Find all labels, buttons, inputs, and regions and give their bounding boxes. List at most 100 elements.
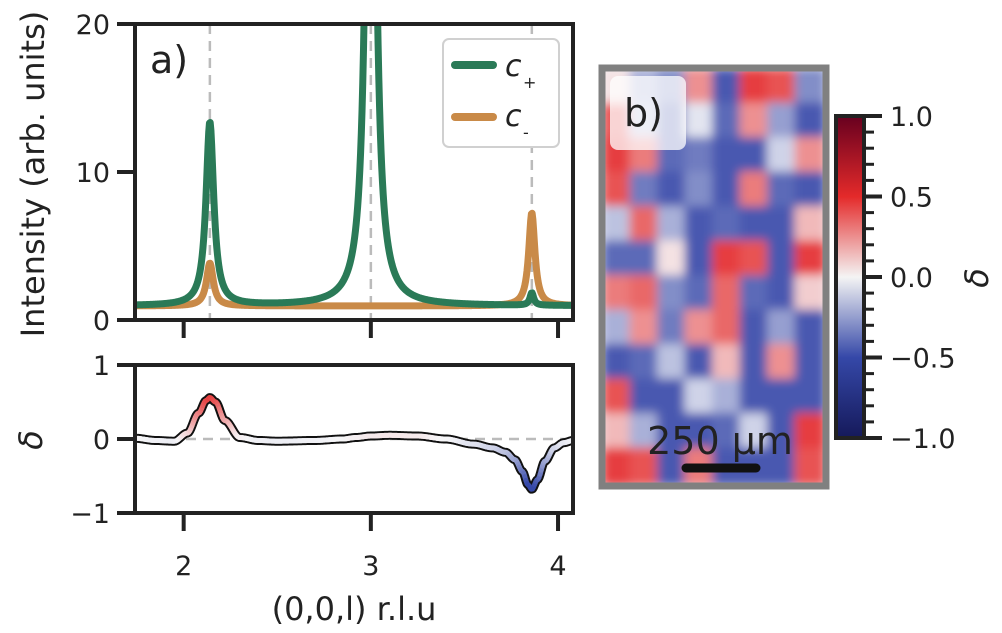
map-cell bbox=[684, 240, 716, 279]
map-cell bbox=[629, 447, 661, 484]
map-cell bbox=[767, 206, 799, 245]
map-cell bbox=[629, 344, 661, 383]
map-cell bbox=[767, 413, 799, 452]
map-cell bbox=[629, 275, 661, 314]
map-cell bbox=[712, 137, 744, 176]
intensity-series-group bbox=[135, 24, 573, 310]
legend-label-c-minus: c bbox=[505, 99, 522, 134]
colorbar-tick-label: 0.0 bbox=[890, 263, 933, 294]
map-cell bbox=[684, 171, 716, 210]
map-cell bbox=[794, 102, 824, 141]
map-cell bbox=[604, 309, 634, 348]
intensity-ytick-label: 20 bbox=[76, 10, 110, 41]
map-cell bbox=[712, 171, 744, 210]
map-cell bbox=[767, 240, 799, 279]
scale-bar-label: 250 μm bbox=[647, 419, 793, 463]
map-cell bbox=[712, 413, 744, 452]
map-cell bbox=[684, 344, 716, 383]
map-cell bbox=[657, 171, 689, 210]
map-cell bbox=[684, 137, 716, 176]
map-cell bbox=[794, 344, 824, 383]
map-cell bbox=[767, 447, 799, 484]
delta-ticks: −1 0 1 2 3 4 bbox=[70, 351, 566, 582]
map-cell bbox=[684, 206, 716, 245]
delta-ytick-label: −1 bbox=[70, 499, 110, 530]
panel-a-label: a) bbox=[150, 38, 188, 82]
delta-xtick-label: 3 bbox=[362, 551, 379, 582]
map-cell bbox=[739, 413, 771, 452]
delta-ylabel: δ bbox=[12, 430, 50, 450]
intensity-panel: 0 10 20 a) Intensity (arb. units) c + c - bbox=[14, 10, 575, 338]
map-cell bbox=[629, 309, 661, 348]
map-cell bbox=[739, 171, 771, 210]
map-cell bbox=[712, 70, 744, 107]
colorbar-tick-label: 1.0 bbox=[890, 102, 933, 133]
map-cell bbox=[794, 309, 824, 348]
map-cell bbox=[712, 378, 744, 417]
map-cell bbox=[684, 378, 716, 417]
map-cell bbox=[739, 309, 771, 348]
map-cell bbox=[794, 206, 824, 245]
colorbar-tick-label: −1.0 bbox=[890, 424, 956, 455]
map-cell bbox=[767, 137, 799, 176]
map-cell bbox=[657, 413, 689, 452]
map-cell bbox=[739, 102, 771, 141]
delta-map bbox=[604, 70, 824, 484]
map-cell bbox=[739, 378, 771, 417]
map-cell bbox=[767, 378, 799, 417]
map-cell bbox=[684, 275, 716, 314]
map-cell bbox=[767, 70, 799, 107]
map-cell bbox=[604, 171, 634, 210]
map-cell bbox=[604, 413, 634, 452]
map-cell bbox=[794, 171, 824, 210]
map-cell bbox=[604, 447, 634, 484]
map-cell bbox=[767, 171, 799, 210]
map-cell bbox=[684, 102, 716, 141]
map-cell bbox=[739, 137, 771, 176]
map-cell bbox=[604, 378, 634, 417]
intensity-ytick-label: 10 bbox=[76, 158, 110, 189]
delta-xlabel: (0,0,l) r.l.u bbox=[272, 590, 437, 628]
map-cell bbox=[657, 206, 689, 245]
map-cell bbox=[794, 413, 824, 452]
map-cell bbox=[739, 206, 771, 245]
map-cell bbox=[629, 206, 661, 245]
legend-label-c-plus: c bbox=[505, 49, 522, 84]
map-cell bbox=[767, 102, 799, 141]
map-cell bbox=[684, 70, 716, 107]
map-cell bbox=[712, 102, 744, 141]
colorbar-ticks: 1.0 0.5 0.0 −0.5 −1.0 bbox=[864, 102, 956, 455]
legend-sub-c-plus: + bbox=[523, 73, 536, 92]
map-cell bbox=[767, 309, 799, 348]
map-cell bbox=[657, 378, 689, 417]
map-frame bbox=[598, 64, 830, 490]
map-cell bbox=[712, 206, 744, 245]
panel-b-label-box bbox=[610, 76, 686, 150]
map-cell bbox=[794, 240, 824, 279]
map-cell bbox=[604, 240, 634, 279]
delta-panel: −1 0 1 2 3 4 δ (0,0,l) r.l.u bbox=[12, 351, 575, 628]
map-cell bbox=[712, 240, 744, 279]
map-cell bbox=[657, 275, 689, 314]
series-c-plus bbox=[135, 24, 573, 309]
colorbar-tick-label: 0.5 bbox=[890, 183, 933, 214]
map-cell bbox=[794, 378, 824, 417]
map-cell bbox=[712, 309, 744, 348]
map-cell bbox=[712, 275, 744, 314]
map-cell bbox=[794, 275, 824, 314]
map-cell bbox=[739, 70, 771, 107]
map-cell bbox=[739, 344, 771, 383]
colorbar: 1.0 0.5 0.0 −0.5 −1.0 δ bbox=[834, 102, 996, 455]
colorbar-label: δ bbox=[958, 268, 996, 288]
intensity-ytick-label: 0 bbox=[93, 306, 110, 337]
legend-box bbox=[442, 38, 560, 148]
map-cell bbox=[739, 275, 771, 314]
map-cell bbox=[629, 413, 661, 452]
map-cell bbox=[629, 240, 661, 279]
delta-series-group bbox=[135, 393, 573, 494]
legend: c + c - bbox=[442, 38, 560, 148]
intensity-ticks: 0 10 20 bbox=[76, 10, 561, 338]
delta-xtick-label: 4 bbox=[549, 551, 566, 582]
colorbar-gradient bbox=[834, 114, 866, 440]
